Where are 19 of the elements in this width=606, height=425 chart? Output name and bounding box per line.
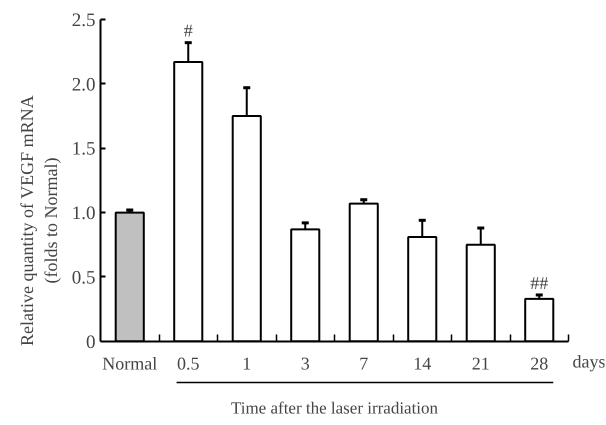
x-tick-label: 0.5: [177, 353, 200, 374]
x-tick-label: 7: [359, 353, 368, 374]
text: days: [572, 351, 606, 372]
y-tick-label: 0: [86, 332, 96, 353]
annotation: ##: [530, 272, 548, 293]
y-tick-label: 1.0: [72, 203, 96, 224]
y-tick-label: 1.5: [72, 138, 96, 160]
y-tick-label: 2.0: [72, 74, 96, 96]
y-axis-title: Relative quantity of VEGF mRNA (folds to Normal): [16, 95, 61, 346]
x-tick-label: 3: [300, 353, 310, 374]
x-tick-label: Normal: [102, 353, 158, 374]
x-tick-label: 21: [472, 353, 490, 374]
y-tick-label: 0.5: [72, 267, 96, 288]
annotation: #: [184, 20, 193, 41]
x-tick-label: 14: [413, 353, 432, 374]
x-tick-label: 28: [530, 353, 548, 374]
x-tick-label: 1: [242, 353, 252, 374]
y-tick-label: 2.5: [72, 10, 96, 31]
x-axis-title: Time after the laser irradiation: [230, 398, 439, 418]
